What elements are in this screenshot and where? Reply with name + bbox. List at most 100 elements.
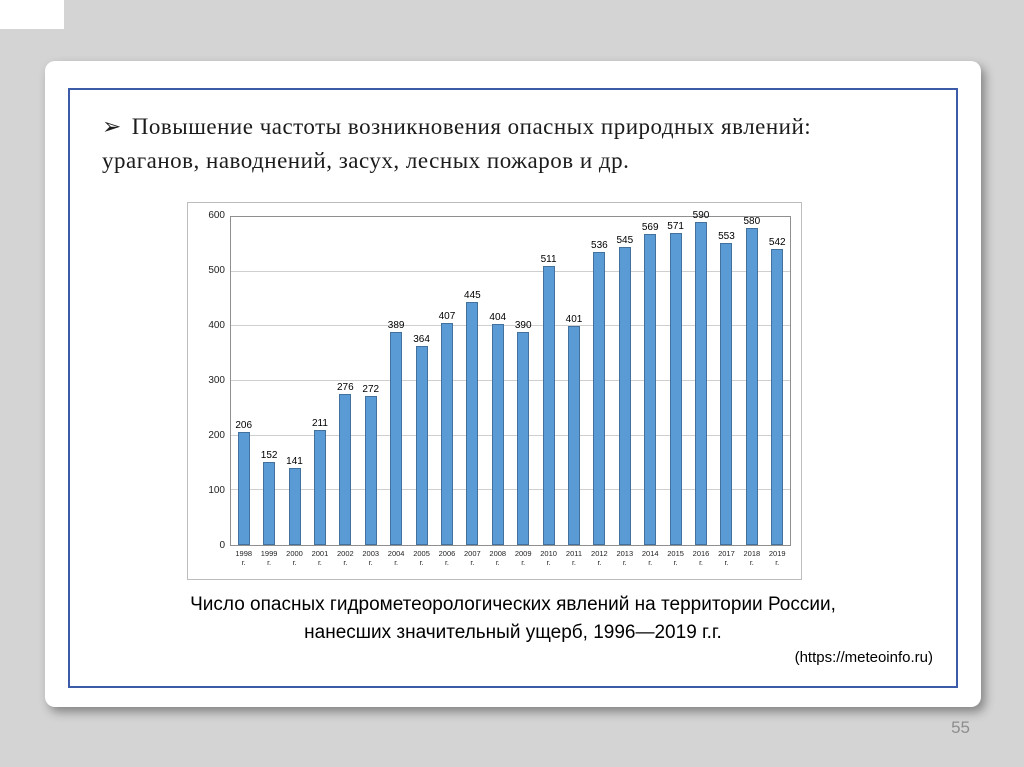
- bar-value-label: 141: [286, 455, 303, 467]
- bar-group-2017: 553: [714, 217, 739, 545]
- x-tick-label: 1999 г.: [260, 549, 278, 567]
- caption-line-2: нанесших значительный ущерб, 1996—2019 г…: [304, 622, 722, 643]
- bar-value-label: 211: [311, 417, 328, 429]
- chart-caption: Число опасных гидрометеорологических явл…: [45, 591, 981, 647]
- y-tick-label: 100: [208, 485, 225, 497]
- bar: [263, 461, 276, 545]
- bar-value-label: 404: [489, 312, 507, 324]
- bar-value-label: 364: [413, 334, 430, 346]
- bar: [771, 248, 784, 545]
- bar: [745, 227, 758, 545]
- bar-value-label: 536: [591, 240, 608, 251]
- bar-value-label: 389: [387, 320, 405, 332]
- y-tick-label: 200: [208, 430, 225, 442]
- bar-group-2014: 569: [638, 217, 663, 545]
- bar-value-label: 152: [260, 449, 278, 461]
- gridline: [231, 380, 790, 381]
- x-tick-label: 2019 г.: [768, 549, 786, 567]
- bar-value-label: 569: [641, 221, 659, 233]
- caption-line-1: Число опасных гидрометеорологических явл…: [190, 594, 836, 615]
- bar-group-2016: 590: [688, 210, 713, 545]
- x-tick-label: 1998 г.: [235, 549, 253, 567]
- bar: [567, 325, 580, 545]
- y-tick-label: 600: [208, 210, 225, 221]
- bar: [415, 346, 428, 545]
- x-tick-label: 2014 г.: [641, 549, 659, 567]
- bar-value-label: 276: [336, 382, 354, 394]
- bar-group-2008: 404: [485, 217, 510, 545]
- bar-value-label: 590: [692, 210, 710, 222]
- bar-group-2004: 389: [383, 217, 408, 545]
- bar-chart: 0 100 200 300 400 500 600 206 152 141 211 276 272 38…: [187, 202, 802, 580]
- bar-group-2000: 141: [282, 217, 307, 545]
- bar-group-1998: 206: [231, 217, 256, 545]
- arrow-bullet-icon: ➢: [102, 114, 122, 139]
- y-axis: 0 100 200 300 400 500 600: [196, 211, 230, 551]
- slide-border-frame: ➢ Повышение частоты возникновения опасных…: [68, 88, 958, 688]
- bar: [288, 467, 301, 545]
- bar-group-2003: 272: [358, 217, 383, 545]
- bar: [313, 429, 326, 545]
- bar: [440, 322, 453, 545]
- bar: [542, 265, 555, 545]
- y-tick-label: 0: [219, 540, 225, 551]
- x-tick-label: 2018 г.: [743, 549, 761, 567]
- page-number: 55: [951, 718, 970, 737]
- bar: [644, 233, 657, 545]
- bar-group-2006: 407: [434, 217, 459, 545]
- bar: [237, 432, 250, 545]
- corner-artifact: [0, 0, 64, 29]
- bar-group-1999: 152: [256, 217, 281, 545]
- x-tick-label: 2008 г.: [489, 549, 507, 567]
- x-tick-label: 2012 г.: [591, 549, 608, 567]
- x-tick-label: 2003 г.: [362, 549, 380, 567]
- bar-value-label: 542: [768, 236, 786, 248]
- bar-group-2002: 276: [333, 217, 358, 545]
- bar-group-2009: 390: [510, 217, 535, 545]
- x-tick-label: 2000 г.: [286, 549, 303, 567]
- heading-text: Повышение частоты возникновения опасных …: [102, 114, 812, 173]
- bar-group-2015: 571: [663, 217, 688, 545]
- gridline: [231, 325, 790, 327]
- bar-group-2010: 511: [536, 217, 561, 545]
- bar: [339, 394, 352, 545]
- x-tick-label: 2005 г.: [413, 549, 430, 567]
- gridline: [231, 270, 790, 272]
- bar-value-label: 272: [362, 384, 380, 396]
- x-tick-label: 2006 г.: [438, 549, 456, 567]
- bar: [491, 324, 504, 545]
- gridline: [231, 489, 790, 491]
- y-tick-label: 500: [208, 265, 225, 276]
- bar-group-2011: 401: [561, 217, 586, 545]
- bar-group-2019: 542: [765, 217, 790, 545]
- slide-heading: ➢ Повышение частоты возникновения опасных…: [102, 110, 910, 178]
- bar-group-2001: 211: [307, 217, 332, 545]
- bar-value-label: 545: [616, 235, 634, 247]
- y-tick-label: 300: [208, 375, 225, 386]
- plot-area: 206 152 141 211 276 272 389 364 407 445 404 390 511 4…: [230, 210, 791, 546]
- bar-value-label: 445: [464, 289, 481, 301]
- x-tick-label: 2011 г.: [565, 549, 583, 567]
- bar-group-2012: 536: [587, 217, 612, 545]
- bar-value-label: 553: [718, 230, 735, 242]
- bar: [695, 222, 708, 545]
- bar: [466, 301, 479, 545]
- bar-group-2013: 545: [612, 217, 637, 545]
- bar: [364, 396, 377, 545]
- bar: [593, 252, 606, 545]
- bars-container: 206 152 141 211 276 272 389 364 407 445 404 390 511 4…: [231, 210, 790, 545]
- x-tick-label: 2007 г.: [464, 549, 481, 567]
- bar-group-2005: 364: [409, 217, 434, 545]
- bar-value-label: 390: [514, 319, 532, 331]
- x-tick-label: 2016 г.: [692, 549, 710, 567]
- x-tick-label: 2013 г.: [616, 549, 634, 567]
- bar-group-2007: 445: [460, 217, 485, 545]
- bar: [390, 332, 403, 545]
- x-tick-label: 2002 г.: [336, 549, 354, 567]
- bar-value-label: 580: [743, 215, 761, 227]
- bar: [517, 331, 530, 545]
- x-tick-label: 2009 г.: [514, 549, 532, 567]
- source-link: (https://meteoinfo.ru): [794, 649, 933, 666]
- bar-group-2018: 580: [739, 215, 764, 545]
- bar: [669, 232, 682, 545]
